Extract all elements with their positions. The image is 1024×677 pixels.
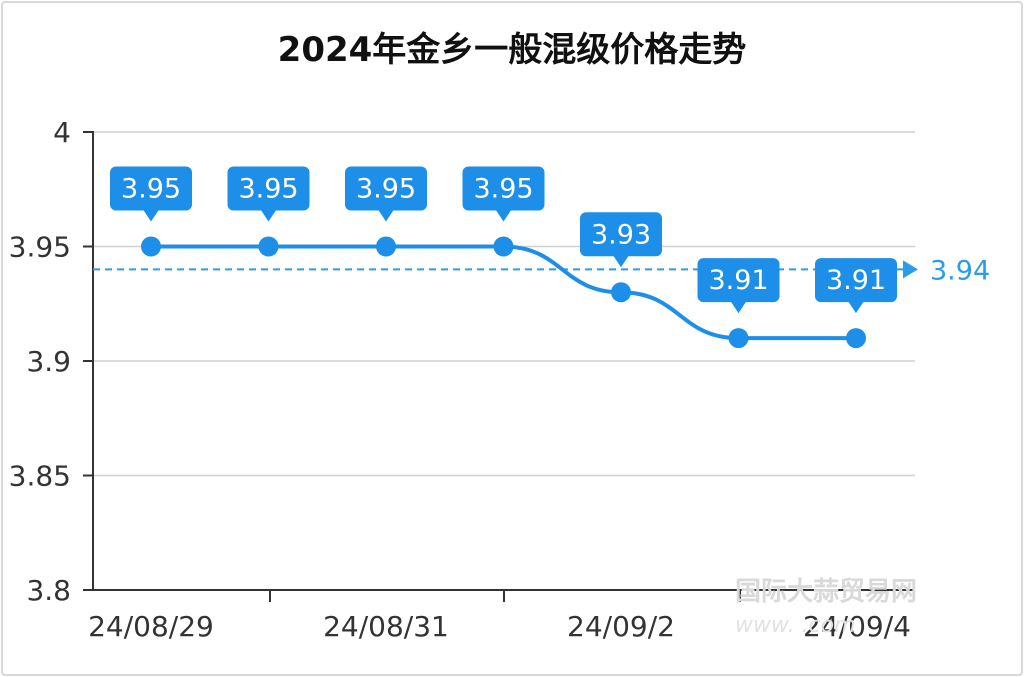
data-label: 3.95 [238, 174, 298, 205]
axes: 3.8 3.85 3.9 3.95 4 24/08/29 24/08/31 24/09/2 24… [9, 116, 915, 643]
data-label-box [697, 258, 780, 303]
series-line-group [141, 236, 866, 349]
y-tick-label: 4 [53, 116, 71, 149]
data-point [728, 328, 749, 349]
data-label: 3.93 [591, 219, 651, 250]
data-label-pointer [848, 301, 864, 314]
data-label: 3.91 [826, 265, 886, 296]
data-label-box [815, 258, 897, 303]
data-label: 3.95 [356, 174, 416, 205]
data-point [376, 236, 396, 257]
data-label-pointer [495, 209, 512, 222]
x-tick-label: 24/08/29 [88, 610, 214, 643]
data-labels: 3.95 3.95 3.95 3.95 3.93 3.91 3.91 [110, 166, 897, 314]
data-point [141, 236, 161, 257]
data-label: 3.91 [708, 265, 768, 296]
data-label-pointer [613, 255, 629, 268]
watermark: 国际大蒜贸易网 www. .com [735, 577, 917, 638]
x-tick-label: 24/09/2 [567, 610, 675, 643]
data-label: 3.95 [121, 174, 181, 205]
data-point [611, 282, 631, 303]
data-label-box [462, 166, 545, 211]
y-tick-label: 3.85 [9, 460, 71, 493]
chart-title: 2024年金乡一般混级价格走势 [277, 30, 747, 70]
y-tick-label: 3.95 [9, 231, 71, 264]
x-tick-label: 24/09/4 [803, 610, 911, 643]
data-label-box [580, 212, 662, 257]
y-tick-label: 3.8 [26, 574, 71, 607]
watermark-text: 国际大蒜贸易网 [735, 577, 917, 607]
data-label-pointer [143, 209, 159, 222]
x-tick-label: 24/08/31 [323, 610, 449, 643]
data-label-box [110, 166, 192, 211]
data-point [493, 236, 514, 257]
data-point [258, 236, 279, 257]
data-point [846, 328, 866, 349]
watermark-subtext: www. .com [735, 613, 856, 638]
average-line-label: 3.94 [930, 255, 990, 286]
data-label-pointer [378, 209, 394, 222]
data-label-box [345, 166, 427, 211]
data-label: 3.95 [473, 174, 533, 205]
data-label-pointer [260, 209, 277, 222]
average-line-arrow [903, 260, 918, 279]
y-tick-label: 3.9 [26, 345, 71, 378]
data-label-pointer [730, 301, 747, 314]
data-label-box [227, 166, 310, 211]
